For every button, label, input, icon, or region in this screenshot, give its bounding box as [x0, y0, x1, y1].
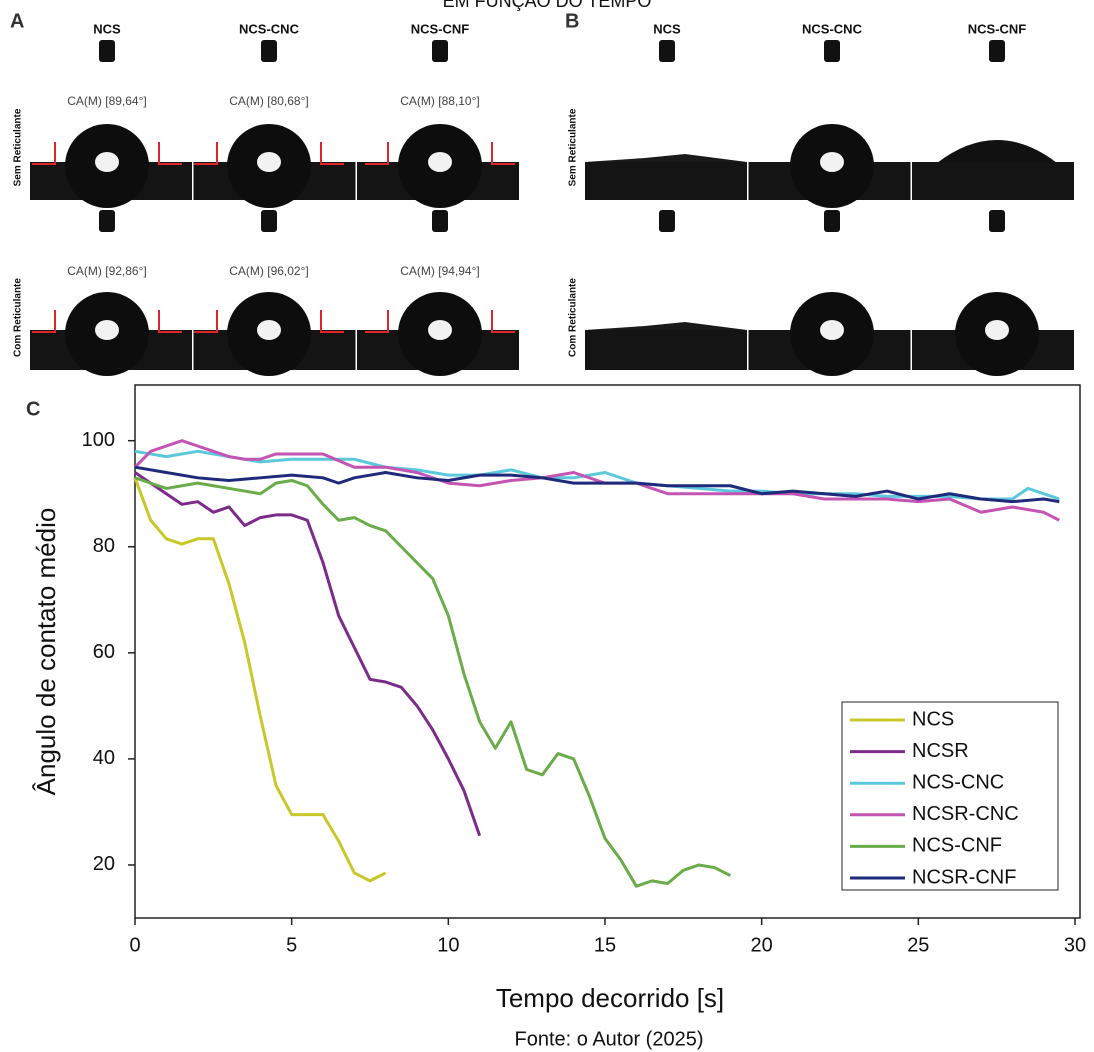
droplet-highlight: [95, 152, 119, 172]
row-label: Com Reticulante: [568, 278, 579, 357]
y-tick-label: 100: [82, 429, 115, 451]
legend-label: NCSR-CNC: [912, 803, 1019, 825]
film: [585, 322, 747, 330]
x-tick-label: 5: [286, 934, 297, 956]
column-label: NCS-CNC: [802, 21, 863, 36]
series-line: [134, 449, 1060, 501]
droplet-highlight: [257, 152, 281, 172]
contact-angle-line: [32, 142, 182, 165]
needle: [824, 210, 840, 232]
x-tick-label: 25: [907, 934, 929, 956]
droplet-highlight: [428, 320, 452, 340]
x-tick-label: 10: [437, 934, 459, 956]
film: [585, 154, 747, 162]
panel-label: C: [26, 398, 40, 420]
droplet-highlight: [257, 320, 281, 340]
series-line: [134, 476, 732, 888]
needle: [989, 210, 1005, 232]
y-tick-label: 80: [93, 535, 115, 557]
angle-label: CA(M) [94,94°]: [400, 264, 480, 278]
needle: [659, 210, 675, 232]
x-tick-label: 20: [751, 934, 773, 956]
column-label: NCS-CNF: [968, 21, 1027, 36]
column-label: NCS: [93, 21, 121, 36]
droplet-highlight: [95, 320, 119, 340]
series-line: [134, 465, 1060, 504]
needle: [989, 40, 1005, 62]
droplet-highlight: [428, 152, 452, 172]
x-tick-label: 30: [1064, 934, 1086, 956]
header-title: EM FUNÇÃO DO TEMPO: [443, 0, 652, 11]
needle: [99, 40, 115, 62]
legend-label: NCS: [912, 708, 954, 730]
series-line: [134, 471, 482, 837]
substrate: [585, 162, 747, 200]
angle-label: CA(M) [92,86°]: [67, 264, 147, 278]
droplet-highlight: [820, 152, 844, 172]
needle: [659, 40, 675, 62]
needle: [432, 40, 448, 62]
legend-label: NCS-CNC: [912, 771, 1004, 793]
droplet-highlight: [985, 320, 1009, 340]
contact-angle-line: [32, 310, 182, 333]
needle: [99, 210, 115, 232]
y-tick-label: 60: [93, 641, 115, 663]
y-tick-label: 20: [93, 853, 115, 875]
needle: [432, 210, 448, 232]
y-tick-label: 40: [93, 747, 115, 769]
contact-angle-line: [365, 142, 515, 165]
contact-angle-line: [365, 310, 515, 333]
source: Fonte: o Autor (2025): [514, 1028, 703, 1050]
x-axis-label: Tempo decorrido [s]: [496, 983, 724, 1013]
contact-angle-line: [194, 310, 344, 333]
legend-label: NCSR-CNF: [912, 866, 1016, 888]
angle-label: CA(M) [88,10°]: [400, 94, 480, 108]
needle: [824, 40, 840, 62]
droplet: [937, 140, 1057, 163]
y-axis-label: Ângulo de contato médio: [31, 508, 61, 796]
needle: [261, 210, 277, 232]
panel-label: A: [10, 10, 24, 32]
x-tick-label: 0: [129, 934, 140, 956]
column-label: NCS-CNC: [239, 21, 300, 36]
row-label: Sem Reticulante: [13, 108, 24, 186]
angle-label: CA(M) [96,02°]: [229, 264, 309, 278]
droplet-highlight: [820, 320, 844, 340]
x-tick-label: 15: [594, 934, 616, 956]
series-line: [133, 439, 1060, 522]
series-line: [133, 477, 387, 883]
legend-label: NCS-CNF: [912, 835, 1002, 857]
column-label: NCS-CNF: [411, 21, 470, 36]
needle: [261, 40, 277, 62]
angle-label: CA(M) [80,68°]: [229, 94, 309, 108]
plot-frame: [134, 384, 1081, 919]
substrate: [912, 162, 1074, 200]
row-label: Sem Reticulante: [568, 108, 579, 186]
legend-frame: [841, 701, 1059, 891]
column-label: NCS: [653, 21, 681, 36]
panel-label: B: [565, 10, 579, 32]
angle-label: CA(M) [89,64°]: [67, 94, 147, 108]
substrate: [585, 330, 747, 370]
legend-label: NCSR: [912, 740, 969, 762]
contact-angle-line: [194, 142, 344, 165]
row-label: Com Reticulante: [13, 278, 24, 357]
